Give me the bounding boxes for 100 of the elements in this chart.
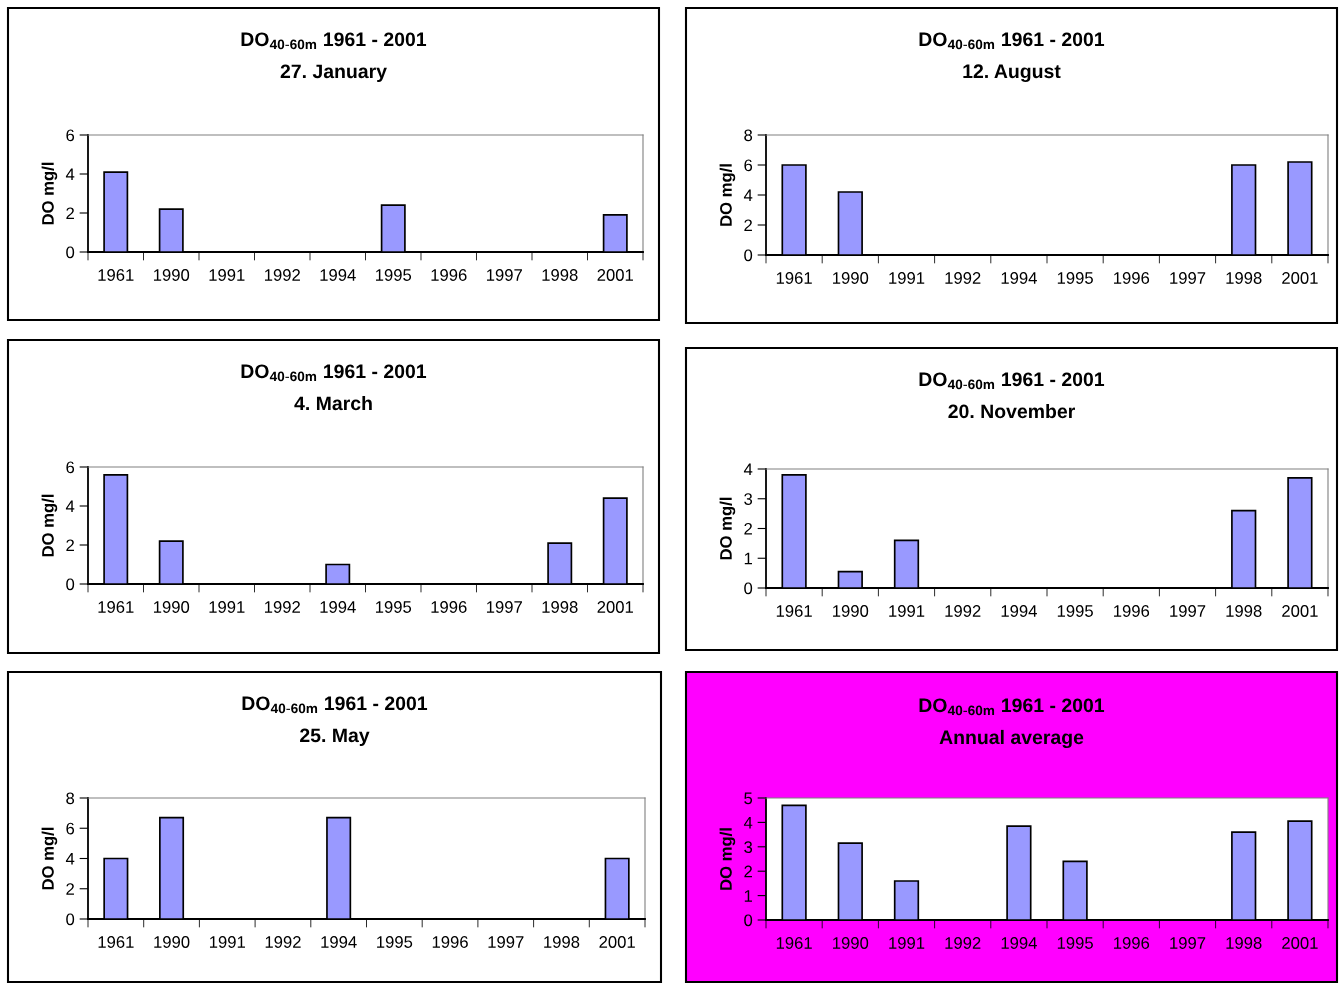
x-tick-label: 1994 [320,601,356,613]
x-tick-label: 1998 [544,936,580,948]
x-tick-label: 1990 [153,269,190,281]
x-tick-label: 1996 [431,269,467,281]
x-tick-label: 1994 [1001,937,1037,949]
chart-subtitle: 20. November [948,403,1075,419]
x-tick-label: 1961 [98,936,134,948]
y-tick-label: 0 [744,249,753,262]
x-tick-label: 1995 [1057,272,1093,284]
y-tick-label: 4 [743,189,753,202]
y-tick-label: 0 [66,913,75,926]
x-tick-label: 2001 [1282,272,1318,284]
x-tick-label: 1996 [432,936,468,948]
x-tick-label: 1991 [889,272,925,284]
chart-title: DO$_{40-60m}$ 1961 - 2001 [919,698,1105,716]
chart-title: DO$_{40-60m}$ 1961 - 2001 [919,32,1105,50]
x-tick-label: 1961 [776,937,812,949]
x-tick-label: 1994 [1001,272,1037,284]
y-tick-label: 4 [65,168,75,181]
y-tick-label: 0 [744,914,753,927]
y-tick-label: 4 [65,500,75,513]
x-tick-label: 1992 [945,937,981,949]
x-tick-label: 2001 [599,936,635,948]
x-tick-label: 1997 [488,936,524,948]
x-tick-label: 1997 [1170,272,1206,284]
x-tick-label: 1995 [377,936,413,948]
x-tick-label: 1998 [1226,605,1262,617]
x-tick-label: 1991 [209,269,245,281]
x-tick-label: 1996 [431,601,467,613]
x-tick-label: 1997 [1170,937,1206,949]
y-tick-label: 5 [744,792,753,805]
x-tick-label: 1992 [945,272,981,284]
chart-subtitle: 25. May [300,728,370,747]
y-tick-label: 6 [744,159,753,172]
y-tick-label: 6 [66,822,75,835]
y-tick-label: 4 [65,853,75,865]
x-tick-label: 1990 [153,601,190,613]
x-tick-label: 1998 [1226,272,1262,284]
y-axis-title: DO mg/l [719,497,736,560]
y-tick-label: 2 [66,539,74,552]
x-tick-label: 1992 [264,601,300,613]
y-tick-label: 4 [743,816,753,829]
x-tick-label: 1961 [98,269,134,281]
x-tick-label: 1992 [945,605,981,617]
x-tick-label: 1990 [833,605,869,617]
y-axis-title: DO mg/l [719,828,736,890]
y-tick-label: 2 [744,219,752,232]
y-tick-label: 1 [744,890,752,902]
x-tick-label: 1996 [1114,272,1150,284]
x-tick-label: 1992 [265,936,301,948]
x-tick-label: 1994 [1001,605,1037,617]
chart-title: DO$_{40-60m}$ 1961 - 2001 [241,364,427,382]
chart-subtitle: 12. August [963,64,1061,83]
chart-subtitle: Annual average [939,729,1084,749]
y-axis-title: DO mg/l [41,827,58,890]
x-tick-label: 2001 [1282,605,1318,617]
x-tick-label: 2001 [597,601,633,613]
chart-title: DO$_{40-60m}$ 1961 - 2001 [919,372,1105,390]
y-axis-title: DO mg/l [41,494,58,557]
x-tick-label: 1998 [1226,937,1262,949]
x-tick-label: 1995 [1057,937,1093,949]
x-tick-label: 2001 [597,269,633,281]
y-tick-label: 4 [743,463,753,476]
y-tick-label: 3 [744,841,753,853]
y-tick-label: 2 [744,865,752,878]
y-tick-label: 6 [66,461,75,474]
x-tick-label: 1996 [1114,937,1150,949]
x-tick-label: 1994 [321,936,357,948]
chart-subtitle: 27. January [280,64,387,83]
x-tick-label: 1997 [486,269,522,281]
y-tick-label: 2 [744,522,752,535]
chart-title: DO$_{40-60m}$ 1961 - 2001 [242,696,428,714]
x-tick-label: 1995 [1057,605,1093,617]
x-tick-label: 1998 [542,601,578,613]
x-tick-label: 1991 [889,937,925,949]
x-tick-label: 1998 [542,269,578,281]
x-tick-label: 1990 [154,936,190,948]
x-tick-label: 1995 [375,269,412,281]
y-tick-label: 3 [744,493,753,505]
x-tick-label: 1991 [889,605,925,617]
y-tick-label: 2 [66,883,74,895]
y-axis-title: DO mg/l [41,162,58,225]
x-tick-label: 1992 [264,269,300,281]
x-tick-label: 1997 [486,601,522,613]
y-tick-label: 8 [744,129,753,142]
chart-title: DO$_{40-60m}$ 1961 - 2001 [241,32,427,50]
x-tick-label: 1990 [833,272,869,284]
x-tick-label: 1961 [776,272,812,284]
y-tick-label: 2 [66,207,74,220]
y-tick-label: 8 [66,792,75,805]
y-tick-label: 0 [744,582,753,595]
y-tick-label: 0 [66,246,75,259]
x-tick-label: 2001 [1282,937,1318,949]
y-axis-title: DO mg/l [719,164,736,226]
chart-subtitle: 4. March [294,395,372,411]
x-tick-label: 1995 [375,601,412,613]
x-tick-label: 1996 [1114,605,1150,617]
x-tick-label: 1994 [320,269,356,281]
x-tick-label: 1991 [209,601,245,613]
x-tick-label: 1991 [209,936,245,948]
